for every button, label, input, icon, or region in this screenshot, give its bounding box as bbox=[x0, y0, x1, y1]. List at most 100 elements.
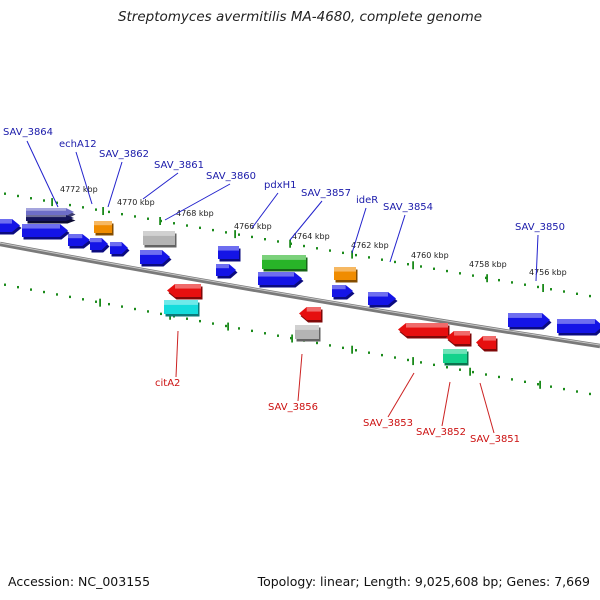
lower-track-minor-tick bbox=[472, 370, 474, 374]
upper-tick-track bbox=[4, 192, 591, 298]
gene-arrow[interactable] bbox=[68, 234, 92, 249]
forward-leader-line bbox=[26, 140, 59, 208]
gene-arrow[interactable] bbox=[476, 336, 498, 352]
gene-arrow[interactable] bbox=[299, 307, 323, 323]
lower-track-minor-tick bbox=[589, 392, 591, 396]
gene-box[interactable] bbox=[164, 300, 200, 317]
gene-arrow[interactable] bbox=[0, 219, 22, 235]
reverse-gene-label[interactable]: SAV_3852 bbox=[416, 427, 466, 438]
gene-arrow[interactable] bbox=[258, 272, 304, 288]
upper-track-minor-tick bbox=[108, 210, 110, 214]
lower-track-minor-tick bbox=[121, 305, 123, 308]
forward-gene-label[interactable]: echA12 bbox=[59, 139, 97, 150]
gene-box[interactable] bbox=[94, 221, 114, 236]
lower-track-minor-tick bbox=[394, 356, 396, 359]
forward-leader-line bbox=[251, 192, 279, 229]
reverse-gene-label[interactable]: SAV_3856 bbox=[268, 402, 318, 413]
reverse-leader-line bbox=[479, 382, 495, 434]
gene-arrow-highlight bbox=[68, 234, 83, 239]
gene-arrow[interactable] bbox=[110, 242, 130, 257]
upper-track-minor-tick bbox=[342, 251, 344, 255]
reverse-gene-label[interactable]: SAV_3851 bbox=[470, 434, 520, 445]
upper-track-major-tick bbox=[289, 239, 291, 248]
gene-arrow-highlight bbox=[368, 292, 388, 297]
upper-track-minor-tick bbox=[303, 244, 305, 248]
gene-box[interactable] bbox=[143, 231, 177, 248]
label-leader-lines bbox=[26, 140, 539, 434]
gene-arrow[interactable] bbox=[22, 224, 70, 240]
gene-arrow[interactable] bbox=[398, 323, 450, 339]
upper-track-minor-tick bbox=[407, 263, 409, 266]
forward-gene-label[interactable]: pdxH1 bbox=[264, 180, 297, 191]
genome-backbone-highlight bbox=[0, 242, 600, 346]
forward-gene-label[interactable]: ideR bbox=[356, 195, 378, 206]
lower-track-minor-tick bbox=[420, 361, 422, 364]
upper-track-minor-tick bbox=[121, 212, 123, 216]
gene-arrow[interactable] bbox=[332, 285, 355, 300]
reverse-gene-label[interactable]: citA2 bbox=[155, 378, 180, 389]
forward-gene-label[interactable]: SAV_3854 bbox=[383, 202, 433, 213]
gene-arrow[interactable] bbox=[368, 292, 398, 308]
lower-track-minor-tick bbox=[147, 310, 149, 313]
lower-track-minor-tick bbox=[342, 346, 344, 350]
gene-arrow-highlight bbox=[22, 224, 60, 229]
forward-gene-label[interactable]: SAV_3860 bbox=[206, 171, 256, 182]
lower-track-minor-tick bbox=[82, 298, 84, 301]
gene-box[interactable] bbox=[295, 325, 321, 342]
forward-gene-label[interactable]: SAV_3862 bbox=[99, 149, 149, 160]
reverse-leader-line bbox=[441, 381, 451, 427]
lower-track-minor-tick bbox=[407, 358, 409, 362]
gene-box[interactable] bbox=[218, 246, 241, 262]
forward-gene-label[interactable]: SAV_3864 bbox=[3, 127, 53, 138]
gene-box[interactable] bbox=[262, 255, 308, 272]
gene-arrow-highlight bbox=[90, 238, 102, 243]
upper-track-minor-tick bbox=[394, 260, 396, 264]
upper-track-minor-tick bbox=[43, 199, 45, 202]
lower-track-minor-tick bbox=[225, 324, 227, 328]
lower-track-minor-tick bbox=[69, 295, 71, 299]
lower-track-minor-tick bbox=[238, 327, 240, 330]
lower-track-minor-tick bbox=[459, 368, 461, 371]
lower-track-minor-tick bbox=[4, 283, 6, 286]
gene-box-highlight bbox=[334, 267, 356, 272]
gene-features[interactable] bbox=[0, 208, 600, 366]
upper-track-minor-tick bbox=[472, 274, 474, 277]
upper-track-minor-tick bbox=[4, 192, 6, 195]
gene-arrow-highlight bbox=[306, 307, 321, 312]
upper-track-major-tick bbox=[412, 261, 414, 270]
forward-gene-label[interactable]: SAV_3857 bbox=[301, 188, 351, 199]
forward-leader-line bbox=[535, 234, 539, 282]
upper-track-minor-tick bbox=[524, 283, 526, 286]
upper-track-minor-tick bbox=[329, 249, 331, 252]
forward-gene-label[interactable]: SAV_3861 bbox=[154, 160, 204, 171]
gene-box[interactable] bbox=[443, 349, 469, 366]
upper-track-major-tick bbox=[542, 284, 544, 293]
genome-summary-text: Topology: linear; Length: 9,025,608 bp; … bbox=[257, 574, 590, 589]
upper-track-minor-tick bbox=[264, 238, 266, 241]
gene-arrow[interactable] bbox=[446, 331, 472, 347]
gene-arrow-highlight bbox=[140, 250, 162, 255]
gene-arrow[interactable] bbox=[557, 319, 600, 336]
gene-arrow[interactable] bbox=[167, 284, 203, 300]
gene-arrow-highlight bbox=[26, 215, 66, 218]
upper-track-minor-tick bbox=[511, 281, 513, 284]
upper-track-minor-tick bbox=[498, 278, 500, 282]
gene-box[interactable] bbox=[334, 267, 358, 283]
gene-arrow[interactable] bbox=[26, 215, 76, 224]
gene-arrow[interactable] bbox=[508, 313, 552, 330]
lower-track-major-tick bbox=[227, 322, 229, 331]
reverse-gene-label[interactable]: SAV_3853 bbox=[363, 418, 413, 429]
lower-track-minor-tick bbox=[56, 293, 58, 296]
lower-track-major-tick bbox=[469, 367, 471, 376]
gene-box-highlight bbox=[262, 255, 306, 260]
gene-arrow[interactable] bbox=[216, 264, 238, 279]
gene-arrow[interactable] bbox=[90, 238, 110, 253]
forward-gene-label[interactable]: SAV_3850 bbox=[515, 222, 565, 233]
lower-track-minor-tick bbox=[537, 383, 539, 386]
upper-track-minor-tick bbox=[56, 201, 58, 204]
lower-track-minor-tick bbox=[329, 344, 331, 347]
upper-track-minor-tick bbox=[420, 265, 422, 268]
gene-arrow[interactable] bbox=[140, 250, 172, 267]
kbp-label: 4768 kbp bbox=[176, 209, 214, 218]
